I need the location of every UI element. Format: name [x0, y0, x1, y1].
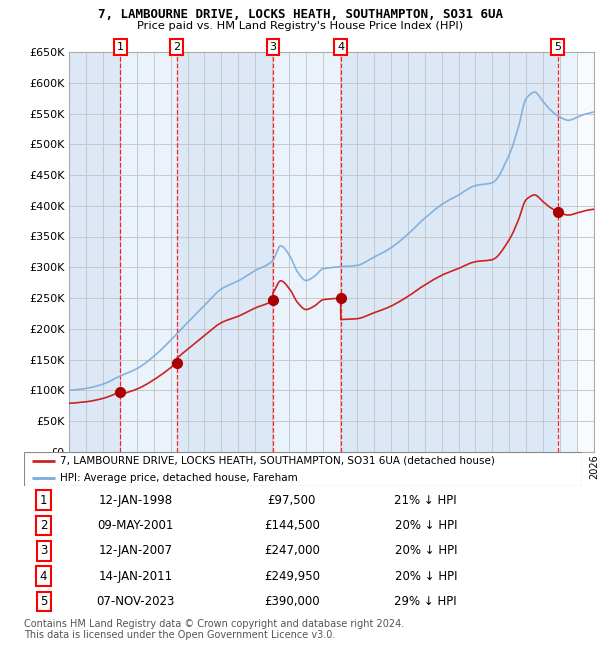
Text: 20% ↓ HPI: 20% ↓ HPI	[395, 519, 457, 532]
Bar	[341, 52, 557, 452]
Text: 07-NOV-2023: 07-NOV-2023	[97, 595, 175, 608]
Text: 7, LAMBOURNE DRIVE, LOCKS HEATH, SOUTHAMPTON, SO31 6UA: 7, LAMBOURNE DRIVE, LOCKS HEATH, SOUTHAM…	[97, 8, 503, 21]
Text: £97,500: £97,500	[268, 494, 316, 507]
Text: This data is licensed under the Open Government Licence v3.0.: This data is licensed under the Open Gov…	[24, 630, 335, 640]
Text: 3: 3	[269, 42, 277, 52]
Bar	[273, 52, 341, 452]
Text: £144,500: £144,500	[264, 519, 320, 532]
Text: 1: 1	[40, 494, 47, 507]
Text: 7, LAMBOURNE DRIVE, LOCKS HEATH, SOUTHAMPTON, SO31 6UA (detached house): 7, LAMBOURNE DRIVE, LOCKS HEATH, SOUTHAM…	[60, 456, 495, 466]
Text: 12-JAN-2007: 12-JAN-2007	[98, 545, 173, 558]
Text: Price paid vs. HM Land Registry's House Price Index (HPI): Price paid vs. HM Land Registry's House …	[137, 21, 463, 31]
Text: 29% ↓ HPI: 29% ↓ HPI	[394, 595, 457, 608]
Text: 12-JAN-1998: 12-JAN-1998	[98, 494, 173, 507]
Text: 1: 1	[117, 42, 124, 52]
Text: 14-JAN-2011: 14-JAN-2011	[98, 569, 173, 583]
Text: 2: 2	[173, 42, 180, 52]
Text: 20% ↓ HPI: 20% ↓ HPI	[395, 569, 457, 583]
Bar	[69, 52, 121, 452]
Text: 09-MAY-2001: 09-MAY-2001	[97, 519, 174, 532]
Bar	[177, 52, 273, 452]
Text: 3: 3	[40, 545, 47, 558]
Text: 5: 5	[40, 595, 47, 608]
Text: 4: 4	[337, 42, 344, 52]
Text: 20% ↓ HPI: 20% ↓ HPI	[395, 545, 457, 558]
Text: Contains HM Land Registry data © Crown copyright and database right 2024.: Contains HM Land Registry data © Crown c…	[24, 619, 404, 629]
Text: 2: 2	[40, 519, 47, 532]
Text: £390,000: £390,000	[264, 595, 320, 608]
Text: HPI: Average price, detached house, Fareham: HPI: Average price, detached house, Fare…	[60, 473, 298, 483]
Text: 4: 4	[40, 569, 47, 583]
Bar	[577, 52, 594, 452]
Bar	[557, 52, 594, 452]
Text: 5: 5	[554, 42, 561, 52]
Text: £249,950: £249,950	[264, 569, 320, 583]
Bar	[121, 52, 177, 452]
Text: £247,000: £247,000	[264, 545, 320, 558]
Text: 21% ↓ HPI: 21% ↓ HPI	[394, 494, 457, 507]
